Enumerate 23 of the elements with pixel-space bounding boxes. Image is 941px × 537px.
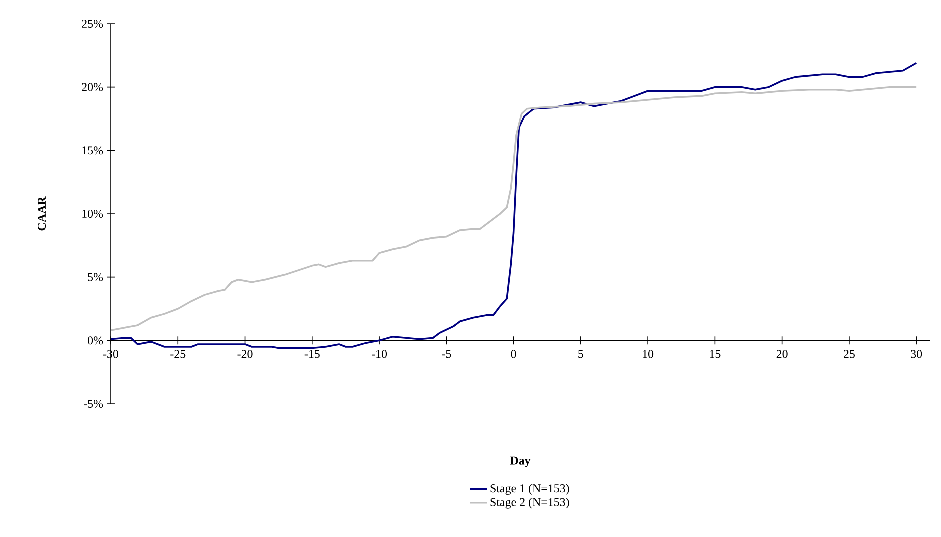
y-axis-title: CAAR xyxy=(38,196,46,231)
y-tick-label: 0% xyxy=(88,336,104,345)
x-tick-label: 15 xyxy=(710,350,721,358)
x-tick-label: -25 xyxy=(170,350,186,358)
x-tick-label: -15 xyxy=(304,350,320,358)
y-tick-label: -5% xyxy=(84,400,104,408)
x-tick-label: -10 xyxy=(372,350,388,358)
y-tick-label: 20% xyxy=(82,83,104,92)
x-tick-label: -5 xyxy=(442,350,452,358)
y-tick-label: 25% xyxy=(82,20,104,28)
x-tick-label: 5 xyxy=(578,350,584,358)
x-axis-title: Day xyxy=(510,456,531,468)
y-tick-label: 15% xyxy=(82,146,104,155)
x-tick-label: -20 xyxy=(238,350,253,358)
x-tick-label: 0 xyxy=(511,350,516,358)
y-tick-label: 5% xyxy=(88,273,104,282)
x-tick-label: 30 xyxy=(911,350,922,358)
x-tick-label: 25 xyxy=(844,350,855,358)
legend-label: Stage 2 (N=153) xyxy=(490,498,570,509)
x-tick-label: 20 xyxy=(776,350,788,358)
y-tick-label: 10% xyxy=(82,210,104,218)
legend-label: Stage 1 (N=153) xyxy=(490,484,570,496)
x-tick-label: 10 xyxy=(643,350,654,358)
